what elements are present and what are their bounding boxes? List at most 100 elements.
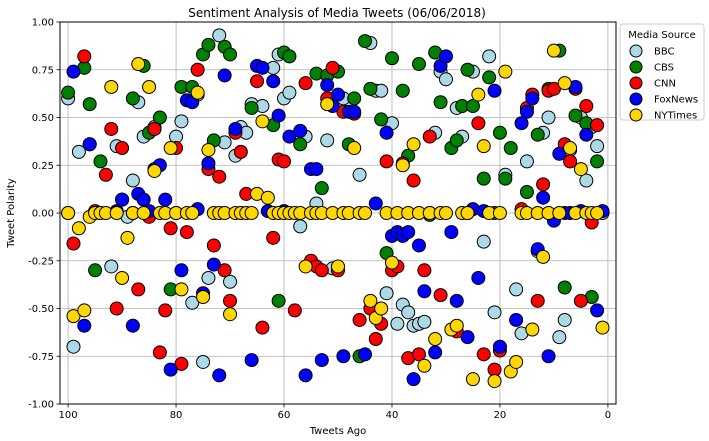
data-point-cbs bbox=[88, 263, 103, 278]
data-point-bbc bbox=[223, 274, 238, 289]
data-point-foxnews bbox=[282, 129, 297, 144]
data-point-cnn bbox=[217, 263, 232, 278]
legend-marker bbox=[629, 108, 643, 122]
data-point-nytimes bbox=[185, 206, 200, 220]
data-point-bbc bbox=[66, 339, 81, 354]
data-point-nytimes bbox=[449, 318, 464, 333]
legend-marker bbox=[629, 92, 643, 106]
data-point-foxnews bbox=[125, 318, 140, 333]
data-point-cnn bbox=[277, 154, 292, 169]
data-point-cbs bbox=[384, 51, 399, 66]
data-point-nytimes bbox=[509, 354, 524, 369]
data-point-cnn bbox=[223, 293, 238, 308]
data-point-cnn bbox=[379, 154, 394, 169]
data-point-foxnews bbox=[77, 318, 92, 333]
data-point-nytimes bbox=[347, 141, 362, 156]
data-point-foxnews bbox=[438, 49, 453, 64]
data-point-foxnews bbox=[525, 91, 540, 106]
y-axis-label: Tweet Polarity bbox=[6, 178, 17, 249]
data-point-nytimes bbox=[498, 64, 513, 79]
data-point-nytimes bbox=[536, 249, 551, 264]
x-tick-label: 60 bbox=[278, 410, 291, 421]
data-point-nytimes bbox=[61, 206, 76, 220]
data-point-cbs bbox=[61, 85, 76, 100]
data-point-cnn bbox=[422, 129, 437, 144]
data-point-cbs bbox=[282, 49, 297, 64]
data-point-cnn bbox=[255, 320, 270, 335]
data-point-cnn bbox=[206, 238, 221, 253]
legend-item-nytimes: NYTimes bbox=[629, 108, 697, 122]
data-point-bbc bbox=[401, 305, 416, 320]
data-point-bbc bbox=[352, 167, 367, 182]
data-point-foxnews bbox=[115, 192, 130, 207]
data-point-bbc bbox=[293, 219, 308, 234]
data-point-nytimes bbox=[595, 320, 610, 335]
data-point-cbs bbox=[223, 47, 238, 62]
data-point-foxnews bbox=[514, 116, 529, 131]
data-point-foxnews bbox=[541, 349, 556, 364]
data-point-nytimes bbox=[120, 230, 135, 245]
data-point-foxnews bbox=[492, 339, 507, 354]
data-point-nytimes bbox=[460, 206, 475, 220]
data-point-cnn bbox=[212, 169, 227, 184]
data-point-cnn bbox=[109, 301, 124, 316]
data-point-foxnews bbox=[163, 362, 178, 377]
data-point-nytimes bbox=[487, 374, 502, 389]
data-point-cnn bbox=[546, 81, 561, 96]
data-point-foxnews bbox=[449, 293, 464, 308]
data-point-cbs bbox=[465, 99, 480, 114]
data-point-nytimes bbox=[66, 309, 81, 324]
data-point-cnn bbox=[476, 347, 491, 362]
data-point-nytimes bbox=[395, 158, 410, 173]
data-point-nytimes bbox=[255, 114, 270, 129]
data-point-bbc bbox=[379, 286, 394, 301]
legend-label: CNN bbox=[654, 79, 676, 90]
data-point-cnn bbox=[368, 332, 383, 347]
data-point-cbs bbox=[152, 110, 167, 125]
y-tick-label: 0.75 bbox=[32, 65, 54, 76]
data-point-nytimes bbox=[109, 206, 124, 220]
data-point-bbc bbox=[557, 312, 572, 327]
legend-title: Media Source bbox=[628, 30, 696, 41]
data-point-cbs bbox=[498, 171, 513, 186]
data-point-bbc bbox=[438, 72, 453, 87]
data-point-cnn bbox=[104, 121, 119, 136]
data-points bbox=[61, 28, 610, 389]
data-point-nytimes bbox=[77, 303, 92, 318]
data-point-cnn bbox=[314, 263, 329, 278]
data-point-nytimes bbox=[104, 79, 119, 94]
data-point-cbs bbox=[93, 154, 108, 169]
data-point-bbc bbox=[476, 234, 491, 249]
data-point-cnn bbox=[325, 60, 340, 75]
legend-item-bbc: BBC bbox=[629, 44, 675, 58]
data-point-foxnews bbox=[417, 284, 432, 299]
chart-title: Sentiment Analysis of Media Tweets (06/0… bbox=[188, 6, 486, 20]
data-point-foxnews bbox=[201, 156, 216, 171]
data-point-foxnews bbox=[271, 108, 286, 123]
data-point-cbs bbox=[519, 184, 534, 199]
legend-label: CBS bbox=[654, 63, 674, 74]
data-point-foxnews bbox=[347, 104, 362, 119]
data-point-bbc bbox=[417, 314, 432, 329]
data-point-bbc bbox=[579, 173, 594, 188]
data-point-nytimes bbox=[201, 142, 216, 157]
data-point-nytimes bbox=[357, 206, 372, 220]
y-tick-label: 0.00 bbox=[32, 209, 54, 220]
data-point-foxnews bbox=[460, 330, 475, 345]
data-point-cbs bbox=[557, 280, 572, 295]
legend-label: NYTimes bbox=[654, 111, 697, 122]
data-point-foxnews bbox=[212, 368, 227, 383]
data-point-bbc bbox=[590, 139, 605, 154]
data-point-foxnews bbox=[444, 225, 459, 240]
data-point-foxnews bbox=[509, 312, 524, 327]
data-point-cnn bbox=[579, 99, 594, 114]
data-point-foxnews bbox=[293, 123, 308, 138]
x-tick-label: 80 bbox=[170, 410, 183, 421]
x-tick-label: 100 bbox=[59, 410, 78, 421]
data-point-nytimes bbox=[471, 87, 486, 102]
legend-item-cbs: CBS bbox=[629, 60, 674, 74]
data-point-foxnews bbox=[217, 68, 232, 83]
y-tick-label: 1.00 bbox=[32, 18, 54, 29]
data-point-nytimes bbox=[476, 139, 491, 154]
